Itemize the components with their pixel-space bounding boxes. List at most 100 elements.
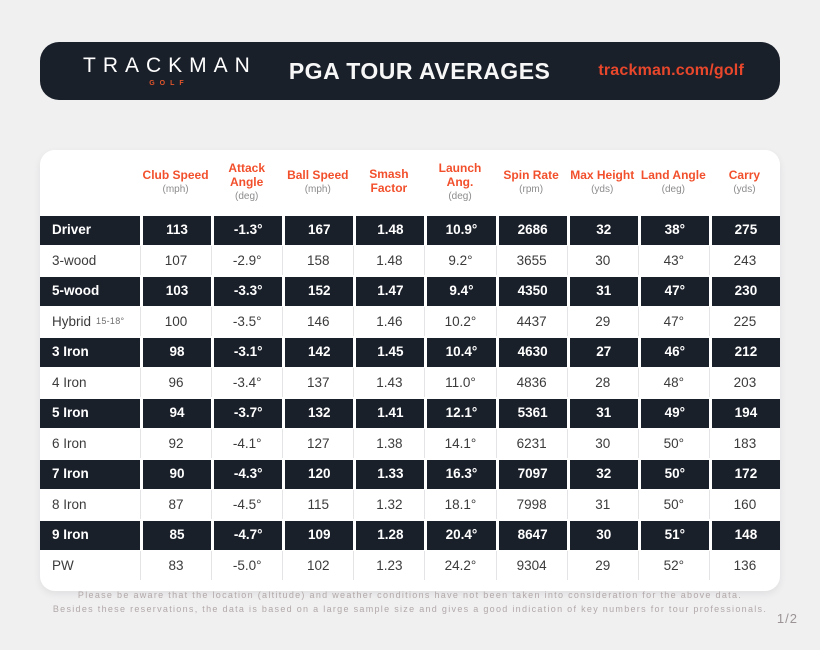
value-cell: 52° xyxy=(638,551,709,580)
value-cell: 46° xyxy=(640,337,709,367)
value-cell: 14.1° xyxy=(425,429,496,458)
club-name: 7 Iron xyxy=(52,466,89,482)
value-cell: 8647 xyxy=(498,520,567,550)
club-name: 6 Iron xyxy=(52,435,87,451)
value-cell: -2.9° xyxy=(212,246,283,275)
value-cell: 2686 xyxy=(498,215,567,245)
column-unit: (yds) xyxy=(733,183,756,195)
value-cell: -3.7° xyxy=(214,398,283,428)
disclaimer-line-2: Besides these reservations, the data is … xyxy=(52,603,768,614)
club-note: 15-18° xyxy=(96,316,125,326)
table-row: 8 Iron 87 -4.5° 115 1.32 18.1° 7998 31 50° 160 xyxy=(40,490,780,519)
column-label: Carry xyxy=(728,167,761,182)
value-cell: 1.23 xyxy=(354,551,425,580)
column-unit: (mph) xyxy=(304,183,331,195)
column-header: Max Height (yds) xyxy=(567,150,638,214)
value-cell: 30 xyxy=(567,429,638,458)
value-cell: 137 xyxy=(283,368,354,397)
value-cell: 113 xyxy=(143,215,212,245)
column-label: Club Speed xyxy=(142,167,209,182)
value-cell: 43° xyxy=(638,246,709,275)
value-cell: 87 xyxy=(141,490,212,519)
value-cell: 243 xyxy=(709,246,780,275)
website-link[interactable]: trackman.com/golf xyxy=(598,62,744,79)
disclaimer: Please be aware that the location (altit… xyxy=(0,589,820,616)
club-cell: 4 Iron xyxy=(40,368,140,397)
value-cell: 12.1° xyxy=(427,398,496,428)
value-cell: 1.33 xyxy=(356,459,425,489)
value-cell: 7097 xyxy=(498,459,567,489)
table-row: PW 83 -5.0° 102 1.23 24.2° 9304 29 52° 136 xyxy=(40,551,780,580)
column-unit: (rpm) xyxy=(519,183,544,195)
averages-table: Club Speed (mph) Attack Angle (deg) Ball Spe… xyxy=(40,150,780,591)
value-cell: 18.1° xyxy=(425,490,496,519)
value-cell: 6231 xyxy=(496,429,567,458)
club-name: 9 Iron xyxy=(52,527,89,543)
value-cell: 47° xyxy=(640,276,709,306)
value-cell: 51° xyxy=(640,520,709,550)
club-cell: 9 Iron xyxy=(40,520,140,550)
value-cell: 115 xyxy=(283,490,354,519)
column-label: Max Height xyxy=(570,167,635,182)
value-cell: -5.0° xyxy=(212,551,283,580)
column-unit: (deg) xyxy=(234,190,259,202)
value-cell: 1.41 xyxy=(356,398,425,428)
club-name: 5 Iron xyxy=(52,405,89,421)
disclaimer-line-1: Please be aware that the location (altit… xyxy=(77,590,743,600)
club-name: 4 Iron xyxy=(52,374,87,390)
value-cell: -3.1° xyxy=(214,337,283,367)
value-cell: 50° xyxy=(640,459,709,489)
table-row: 5-wood 103 -3.3° 152 1.47 9.4° 4350 31 47° 230 xyxy=(40,275,780,307)
value-cell: 48° xyxy=(638,368,709,397)
value-cell: 10.4° xyxy=(427,337,496,367)
club-cell: 6 Iron xyxy=(40,429,140,458)
value-cell: 90 xyxy=(143,459,212,489)
value-cell: 30 xyxy=(567,246,638,275)
column-unit: (yds) xyxy=(591,183,614,195)
value-cell: 30 xyxy=(569,520,638,550)
value-cell: 109 xyxy=(285,520,354,550)
value-cell: 31 xyxy=(569,276,638,306)
value-cell: -4.7° xyxy=(214,520,283,550)
value-cell: 152 xyxy=(285,276,354,306)
value-cell: -4.1° xyxy=(212,429,283,458)
value-cell: 24.2° xyxy=(425,551,496,580)
value-cell: -3.3° xyxy=(214,276,283,306)
value-cell: 132 xyxy=(285,398,354,428)
club-cell: 5 Iron xyxy=(40,398,140,428)
value-cell: 142 xyxy=(285,337,354,367)
value-cell: 194 xyxy=(711,398,780,428)
value-cell: 120 xyxy=(285,459,354,489)
column-unit: (mph) xyxy=(162,183,189,195)
column-label: Spin Rate xyxy=(503,167,559,182)
club-cell: 7 Iron xyxy=(40,459,140,489)
value-cell: 203 xyxy=(709,368,780,397)
value-cell: 38° xyxy=(640,215,709,245)
value-cell: 9.4° xyxy=(427,276,496,306)
column-header: Launch Ang. (deg) xyxy=(424,150,495,214)
value-cell: 98 xyxy=(143,337,212,367)
value-cell: 146 xyxy=(283,307,354,336)
value-cell: 1.43 xyxy=(354,368,425,397)
column-header: Attack Angle (deg) xyxy=(211,150,282,214)
value-cell: 102 xyxy=(283,551,354,580)
header-bar: TRACKMAN GOLF PGA TOUR AVERAGES trackman… xyxy=(40,42,780,100)
club-name: PW xyxy=(52,557,74,573)
table-row: Hybrid 15-18° 100 -3.5° 146 1.46 10.2° 4437 29 47… xyxy=(40,307,780,336)
value-cell: 100 xyxy=(141,307,212,336)
value-cell: 83 xyxy=(141,551,212,580)
value-cell: 1.48 xyxy=(354,246,425,275)
value-cell: 32 xyxy=(569,215,638,245)
value-cell: 167 xyxy=(285,215,354,245)
table-header-row: Club Speed (mph) Attack Angle (deg) Ball Spe… xyxy=(40,150,780,214)
column-header: Smash Factor xyxy=(353,150,424,214)
value-cell: 10.2° xyxy=(425,307,496,336)
logo-wordmark: TRACKMAN xyxy=(83,54,257,77)
club-cell: 5-wood xyxy=(40,276,140,306)
value-cell: 10.9° xyxy=(427,215,496,245)
value-cell: 92 xyxy=(141,429,212,458)
value-cell: 11.0° xyxy=(425,368,496,397)
corner-cell xyxy=(40,150,140,214)
club-cell: Driver xyxy=(40,215,140,245)
